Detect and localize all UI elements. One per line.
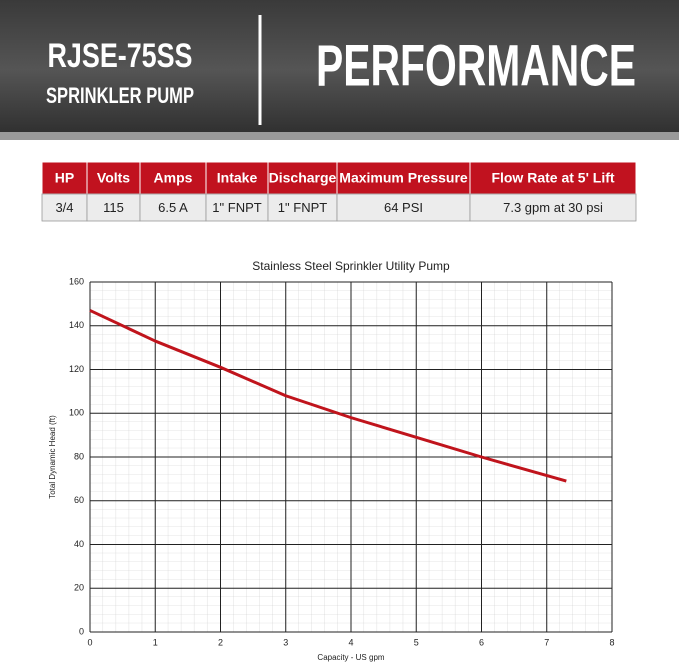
x-tick-label: 6 xyxy=(479,637,484,647)
x-tick-label: 8 xyxy=(609,637,614,647)
header-text: Maximum Pressure xyxy=(339,170,468,186)
body-cell xyxy=(336,193,471,222)
x-tick-label: 7 xyxy=(544,637,549,647)
y-tick-label: 140 xyxy=(69,320,84,330)
model: RJSE-75SS xyxy=(48,37,193,75)
body-text: 1" FNPT xyxy=(212,200,261,215)
body-text: 64 PSI xyxy=(384,200,423,215)
header-background xyxy=(0,0,679,140)
y-tick-label: 80 xyxy=(74,451,84,461)
header-cell xyxy=(41,161,88,195)
header-text: Discharge xyxy=(269,170,337,186)
y-tick-label: 160 xyxy=(69,276,84,286)
header-cell xyxy=(139,161,207,195)
x-tick-label: 4 xyxy=(348,637,353,647)
y-axis-label: Total Dynamic Head (ft) xyxy=(48,415,57,499)
header-cell xyxy=(205,161,269,195)
body-cell xyxy=(205,193,269,222)
y-tick-label: 0 xyxy=(79,626,84,636)
header-text: Volts xyxy=(97,170,130,186)
x-tick-label: 3 xyxy=(283,637,288,647)
header-cell xyxy=(336,161,471,195)
body-text: 1" FNPT xyxy=(278,200,327,215)
header-cell xyxy=(469,161,637,195)
x-tick-label: 2 xyxy=(218,637,223,647)
y-tick-label: 100 xyxy=(69,408,84,418)
body-text: 6.5 A xyxy=(158,200,188,215)
header-text: Amps xyxy=(154,170,193,186)
x-tick-label: 1 xyxy=(153,637,158,647)
y-tick-label: 20 xyxy=(74,583,84,593)
chart: Stainless Steel Sprinkler Utility Pump C… xyxy=(48,259,614,662)
chart-title: Stainless Steel Sprinkler Utility Pump xyxy=(252,259,450,273)
header-edge xyxy=(0,132,679,140)
body-cell xyxy=(86,193,141,222)
x-tick-label: 0 xyxy=(87,637,92,647)
x-axis-label: Capacity - US gpm xyxy=(317,653,384,662)
body-text: 3/4 xyxy=(55,200,73,215)
performance-curve xyxy=(89,309,567,483)
y-tick-label: 40 xyxy=(74,539,84,549)
body-cell xyxy=(469,193,637,222)
header-text: Flow Rate at 5' Lift xyxy=(491,170,614,186)
spec-table: HP Volts Amps Intake Discharge Maximum Pressu… xyxy=(41,161,637,222)
body-cell xyxy=(267,193,338,222)
page-title: PERFORMANCE xyxy=(316,33,636,98)
body-text: 7.3 gpm at 30 psi xyxy=(503,200,603,215)
y-tick-label: 120 xyxy=(69,364,84,374)
y-tick-label: 60 xyxy=(74,495,84,505)
subtitle: SPRINKLER PUMP xyxy=(46,83,194,108)
body-text: 115 xyxy=(103,200,124,215)
body-cell xyxy=(139,193,207,222)
header-text: Intake xyxy=(217,170,258,186)
header-text: HP xyxy=(55,170,74,186)
x-tick-label: 5 xyxy=(414,637,419,647)
